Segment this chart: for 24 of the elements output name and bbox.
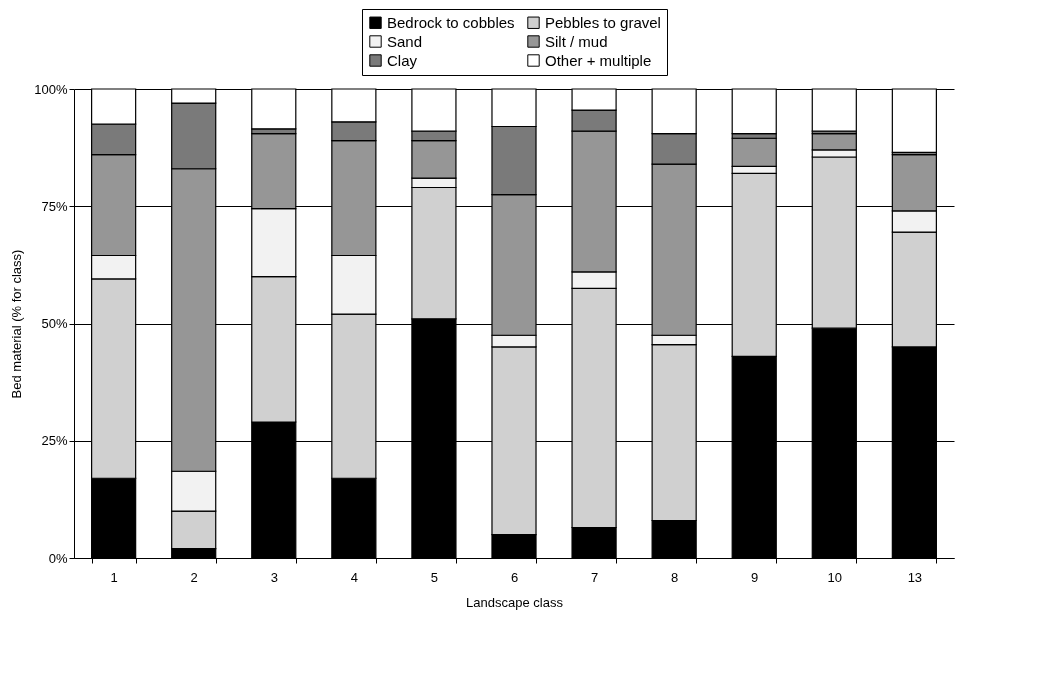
legend-label: Other + multiple [545, 51, 652, 69]
y-tick-label: 50% [41, 316, 68, 331]
legend-label: Sand [387, 32, 423, 50]
y-tick-label: 0% [48, 550, 68, 566]
x-axis-title: Landscape class [466, 594, 564, 610]
legend-label: Pebbles to gravel [545, 13, 661, 31]
x-tick-label: 7 [590, 569, 599, 585]
x-tick-label: 10 [827, 569, 843, 585]
x-tick-label: 9 [751, 569, 759, 585]
y-tick-label: 100% [34, 81, 68, 97]
legend-label: Silt / mud [545, 32, 608, 50]
x-tick-label: 2 [190, 569, 198, 585]
x-tick-label: 4 [350, 569, 358, 585]
x-tick-label: 13 [907, 569, 923, 585]
x-tick-label: 3 [270, 569, 278, 585]
x-tick-label: 6 [510, 569, 519, 585]
x-tick-label: 5 [430, 569, 439, 585]
legend-label: Bedrock to cobbles [387, 13, 515, 31]
x-tick-label: 8 [671, 569, 679, 585]
y-axis-title: Bed material (% for class) [9, 249, 25, 399]
x-tick-label: 1 [110, 569, 118, 585]
y-tick-label: 25% [41, 433, 68, 449]
y-tick-label: 75% [41, 198, 68, 214]
legend-label: Clay [387, 51, 418, 69]
